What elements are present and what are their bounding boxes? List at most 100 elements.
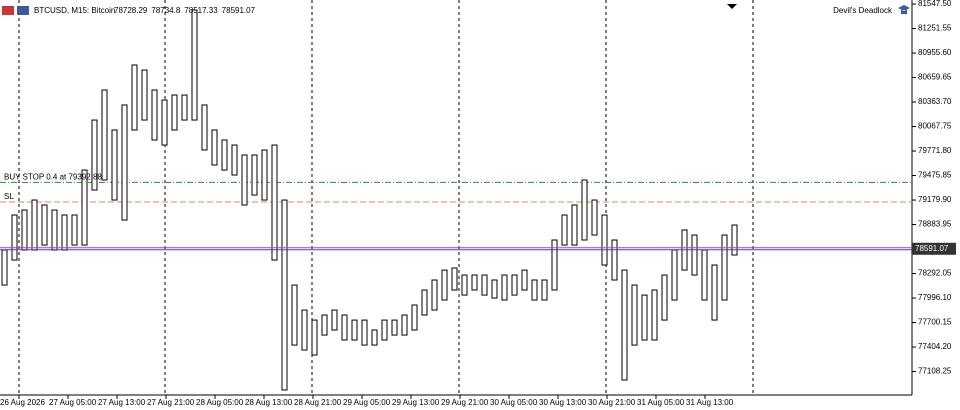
price-bar bbox=[1, 249, 8, 286]
shift-marker bbox=[727, 4, 737, 9]
x-tick-label: 30 Aug 13:00 bbox=[539, 398, 587, 407]
y-tick-label: 77996.10 bbox=[918, 293, 952, 302]
price-bar bbox=[111, 129, 118, 201]
price-bar bbox=[201, 104, 208, 151]
plot bbox=[0, 9, 912, 391]
price-bar bbox=[341, 314, 348, 341]
price-bar bbox=[391, 319, 398, 336]
price-bar bbox=[501, 274, 508, 301]
header-ohlc: 78728.29 78734.8 78517.33 78591.07 bbox=[114, 6, 256, 15]
price-bar bbox=[321, 314, 328, 336]
y-tick-label: 79771.80 bbox=[918, 146, 952, 155]
price-bar bbox=[31, 199, 38, 251]
price-bar bbox=[361, 319, 368, 346]
x-tick-label: 29 Aug 05:00 bbox=[343, 398, 391, 407]
price-bar bbox=[311, 319, 318, 356]
price-bar bbox=[351, 319, 358, 341]
price-bar bbox=[561, 214, 568, 246]
price-bar bbox=[641, 294, 648, 341]
price-bar bbox=[531, 279, 538, 301]
price-bar bbox=[211, 129, 218, 166]
price-bar bbox=[381, 319, 388, 341]
header-value: 78517.33 bbox=[184, 6, 218, 15]
price-bar bbox=[21, 209, 28, 251]
price-bar bbox=[601, 214, 608, 266]
price-bar bbox=[91, 119, 98, 191]
price-bar bbox=[11, 214, 18, 261]
price-bar bbox=[101, 89, 108, 181]
y-tick-label: 80067.75 bbox=[918, 122, 952, 131]
price-bar bbox=[541, 279, 548, 301]
x-tick-label: 27 Aug 05:00 bbox=[49, 398, 97, 407]
price-bar bbox=[171, 94, 178, 131]
price-bar bbox=[151, 89, 158, 141]
price-bar bbox=[701, 249, 708, 301]
price-bar bbox=[161, 99, 168, 146]
price-bar bbox=[551, 239, 558, 291]
price-bar bbox=[691, 234, 698, 276]
header-value: 78734.8 bbox=[151, 6, 180, 15]
y-tick-label: 81251.55 bbox=[918, 24, 952, 33]
y-tick-label: 78292.05 bbox=[918, 269, 952, 278]
price-bar bbox=[521, 269, 528, 291]
y-tick-label: 81547.50 bbox=[918, 0, 952, 8]
price-bar bbox=[581, 179, 588, 241]
price-bar bbox=[231, 144, 238, 176]
buy-stop-label: BUY STOP 0.4 at 79392.88 bbox=[4, 173, 102, 182]
y-tick-label: 80363.70 bbox=[918, 97, 952, 106]
symbol: BTCUSD, M15: Bitcoin bbox=[34, 6, 115, 15]
price-bar bbox=[721, 234, 728, 301]
header-value: 78728.29 bbox=[114, 6, 148, 15]
price-bar bbox=[631, 284, 638, 346]
price-bar bbox=[711, 264, 718, 321]
price-bar bbox=[271, 144, 278, 261]
x-tick-label: 31 Aug 13:00 bbox=[686, 398, 734, 407]
price-bar bbox=[81, 169, 88, 246]
price-bar bbox=[451, 267, 458, 291]
price-bar bbox=[431, 279, 438, 311]
price-label-box bbox=[912, 242, 956, 255]
price-bar bbox=[371, 329, 378, 346]
price-bar bbox=[511, 274, 518, 296]
price-bar bbox=[481, 274, 488, 296]
x-tick-label: 27 Aug 21:00 bbox=[147, 398, 195, 407]
y-tick-label: 80659.65 bbox=[918, 73, 952, 82]
x-tick-label: 30 Aug 05:00 bbox=[490, 398, 538, 407]
price-bar bbox=[461, 274, 468, 296]
x-tick-label: 31 Aug 05:00 bbox=[637, 398, 685, 407]
x-tick-label: 29 Aug 21:00 bbox=[441, 398, 489, 407]
price-bar bbox=[181, 94, 188, 121]
y-tick-label: 78883.95 bbox=[918, 220, 952, 229]
indicator-icon bbox=[898, 5, 910, 14]
price-bar bbox=[71, 214, 78, 246]
price-bar bbox=[611, 239, 618, 281]
price-bar bbox=[221, 139, 228, 171]
price-bar bbox=[141, 69, 148, 121]
indicator-name: Devil's Deadlock bbox=[833, 6, 893, 15]
price-bar bbox=[571, 204, 578, 246]
icon bbox=[17, 6, 29, 15]
price-bar bbox=[441, 269, 448, 301]
price-bar bbox=[251, 154, 258, 196]
y-tick-label: 79475.85 bbox=[918, 171, 952, 180]
price-bar bbox=[191, 9, 198, 121]
x-tick-label: 27 Aug 13:00 bbox=[98, 398, 146, 407]
price-bar bbox=[41, 204, 48, 246]
price-bar bbox=[471, 274, 478, 291]
x-tick-label: 28 Aug 13:00 bbox=[245, 398, 293, 407]
x-tick-label: 28 Aug 21:00 bbox=[294, 398, 342, 407]
x-tick-label: 29 Aug 13:00 bbox=[392, 398, 440, 407]
y-tick-label: 77404.20 bbox=[918, 342, 952, 351]
price-bar bbox=[401, 314, 408, 336]
current-price-label: 78591.07 bbox=[915, 244, 949, 253]
price-bar bbox=[621, 269, 628, 381]
price-bar bbox=[51, 209, 58, 251]
price-bar bbox=[121, 104, 128, 221]
price-bar bbox=[731, 224, 738, 256]
price-bar bbox=[291, 284, 298, 346]
price-bar bbox=[651, 289, 658, 341]
price-bar bbox=[241, 154, 248, 206]
sl-label: SL bbox=[4, 192, 14, 201]
y-tick-label: 77700.15 bbox=[918, 318, 952, 327]
